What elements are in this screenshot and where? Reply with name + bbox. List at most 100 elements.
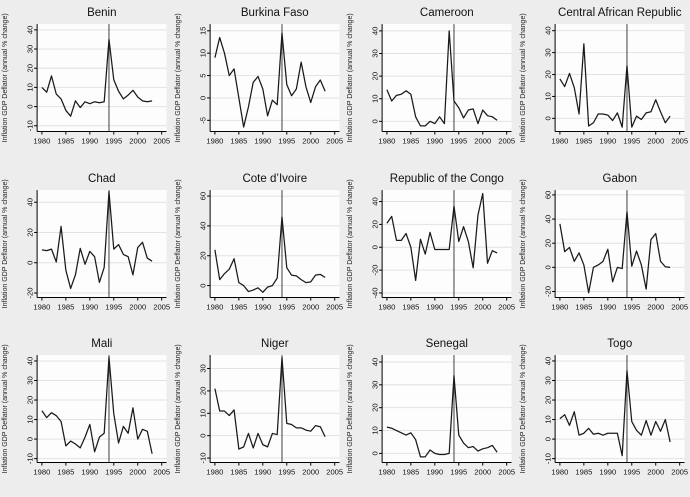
x-tick-label: 1990 [254, 302, 271, 311]
panel-title: Benin [87, 7, 116, 19]
y-axis-label: Inflation GDP Deflator (annual % change) [175, 179, 182, 308]
panel-title: Republic of the Congo [390, 173, 504, 185]
plot-background [209, 355, 339, 463]
y-axis-label: Inflation GDP Deflator (annual % change) [520, 13, 527, 142]
x-tick-label: 2005 [498, 137, 515, 146]
x-tick-label: 1980 [378, 137, 395, 146]
plot-background [209, 189, 339, 298]
plot-background [382, 355, 512, 463]
x-tick-label: 2005 [326, 468, 343, 477]
y-tick-label: 40 [543, 357, 552, 365]
x-tick-label: 2000 [647, 302, 664, 311]
panel-title: Cote d’Ivoire [242, 173, 307, 185]
x-tick-label: 2005 [671, 468, 688, 477]
x-tick-label: 2000 [647, 137, 664, 146]
x-tick-label: 2005 [153, 302, 170, 311]
y-tick-label: -10 [198, 453, 207, 464]
y-tick-label: 40 [371, 27, 380, 35]
y-tick-label: 10 [26, 416, 35, 424]
x-tick-label: 2005 [326, 137, 343, 146]
panel-title: Mali [91, 338, 112, 350]
data-line [41, 38, 153, 117]
x-tick-label: 1995 [105, 302, 122, 311]
x-tick-label: 2005 [498, 302, 515, 311]
y-tick-label: 20 [26, 228, 35, 236]
chart-panel: 0 10 20 30 40 1980 1985 1990 1995 2000 2005 Inflati… [345, 331, 518, 497]
x-tick-label: 1980 [33, 302, 50, 311]
plot-area: -10 0 10 20 30 40 1980 1985 1990 1995 2000 2005 Infl… [2, 338, 170, 477]
y-axis-label: Inflation GDP Deflator (annual % change) [347, 179, 354, 308]
plot-area: 0 10 20 30 40 1980 1985 1990 1995 2000 2005 Inflati… [347, 7, 515, 146]
y-tick-label: 20 [543, 70, 552, 78]
y-tick-label: 10 [198, 409, 207, 417]
y-axis-label: Inflation GDP Deflator (annual % change) [175, 345, 182, 474]
plot-area: -10 0 10 20 30 40 1980 1985 1990 1995 2000 2005 Infl… [520, 338, 688, 477]
x-tick-label: 1990 [81, 302, 98, 311]
y-tick-label: 0 [543, 437, 552, 441]
y-tick-label: 40 [371, 358, 380, 366]
x-tick-label: 1980 [206, 468, 223, 477]
x-tick-label: 2000 [474, 302, 491, 311]
x-tick-label: 1990 [426, 302, 443, 311]
y-tick-label: 30 [371, 381, 380, 389]
y-tick-label: -10 [543, 453, 552, 464]
x-tick-label: 1985 [402, 468, 419, 477]
y-tick-label: 10 [543, 416, 552, 424]
x-tick-label: 1985 [230, 302, 247, 311]
panel-title: Niger [261, 338, 289, 350]
x-tick-label: 2000 [474, 468, 491, 477]
y-tick-label: 20 [543, 396, 552, 404]
y-tick-label: -40 [371, 287, 380, 298]
x-tick-label: 1990 [426, 137, 443, 146]
plot-area: -20 0 20 40 60 1980 1985 1990 1995 2000 2005 Inflat… [520, 173, 688, 312]
x-tick-label: 1990 [426, 468, 443, 477]
x-tick-label: 1995 [623, 468, 640, 477]
y-tick-label: 0 [198, 434, 207, 438]
x-tick-label: 1985 [575, 302, 592, 311]
chart-panel: 0 20 40 60 1980 1985 1990 1995 2000 2005 Inflation… [173, 166, 346, 332]
data-line [558, 210, 670, 293]
y-tick-label: -10 [26, 120, 35, 131]
x-tick-label: 1995 [623, 302, 640, 311]
y-tick-label: -20 [26, 287, 35, 298]
x-tick-label: 2005 [326, 302, 343, 311]
y-axis-label: Inflation GDP Deflator (annual % change) [520, 345, 527, 474]
plot-background [37, 355, 167, 463]
panel-title: Togo [607, 338, 632, 350]
y-tick-label: 20 [371, 404, 380, 412]
y-tick-label: 5 [198, 73, 207, 77]
x-tick-label: 2005 [671, 137, 688, 146]
x-tick-label: 1990 [81, 468, 98, 477]
x-tick-label: 1990 [254, 468, 271, 477]
y-tick-label: 60 [198, 191, 207, 199]
x-tick-label: 1980 [551, 137, 568, 146]
y-tick-label: 40 [26, 198, 35, 206]
plot-area: 0 10 20 30 40 1980 1985 1990 1995 2000 2005 Inflati… [347, 338, 515, 477]
chart-panel: 0 10 20 30 40 1980 1985 1990 1995 2000 2005 Inflati… [518, 0, 690, 166]
chart-panel: -5 0 5 10 15 1980 1985 1990 1995 2000 2005 Inflatio… [173, 0, 346, 166]
x-tick-label: 1990 [599, 137, 616, 146]
x-tick-label: 1995 [278, 302, 295, 311]
y-tick-label: 15 [198, 27, 207, 35]
y-tick-label: 0 [198, 96, 207, 100]
x-tick-label: 2000 [129, 137, 146, 146]
y-tick-label: 20 [198, 387, 207, 395]
y-tick-label: 40 [26, 357, 35, 365]
y-tick-label: 20 [198, 251, 207, 259]
chart-panel: -20 0 20 40 60 1980 1985 1990 1995 2000 2005 Inflat… [518, 166, 690, 332]
plot-background [382, 189, 512, 298]
chart-panel: -10 0 10 20 30 40 1980 1985 1990 1995 2000 2005 Infl… [0, 0, 173, 166]
x-tick-label: 2000 [129, 302, 146, 311]
y-tick-label: 30 [198, 365, 207, 373]
y-tick-label: 10 [26, 83, 35, 91]
x-tick-label: 1990 [599, 468, 616, 477]
y-axis-label: Inflation GDP Deflator (annual % change) [347, 345, 354, 474]
panel-title: Central African Republic [558, 7, 682, 19]
x-tick-label: 1985 [402, 302, 419, 311]
y-tick-label: 30 [26, 377, 35, 385]
x-tick-label: 2000 [474, 137, 491, 146]
x-tick-label: 1995 [450, 468, 467, 477]
panel-title: Burkina Faso [240, 7, 308, 19]
y-tick-label: 0 [543, 265, 552, 269]
y-tick-label: -20 [371, 264, 380, 275]
